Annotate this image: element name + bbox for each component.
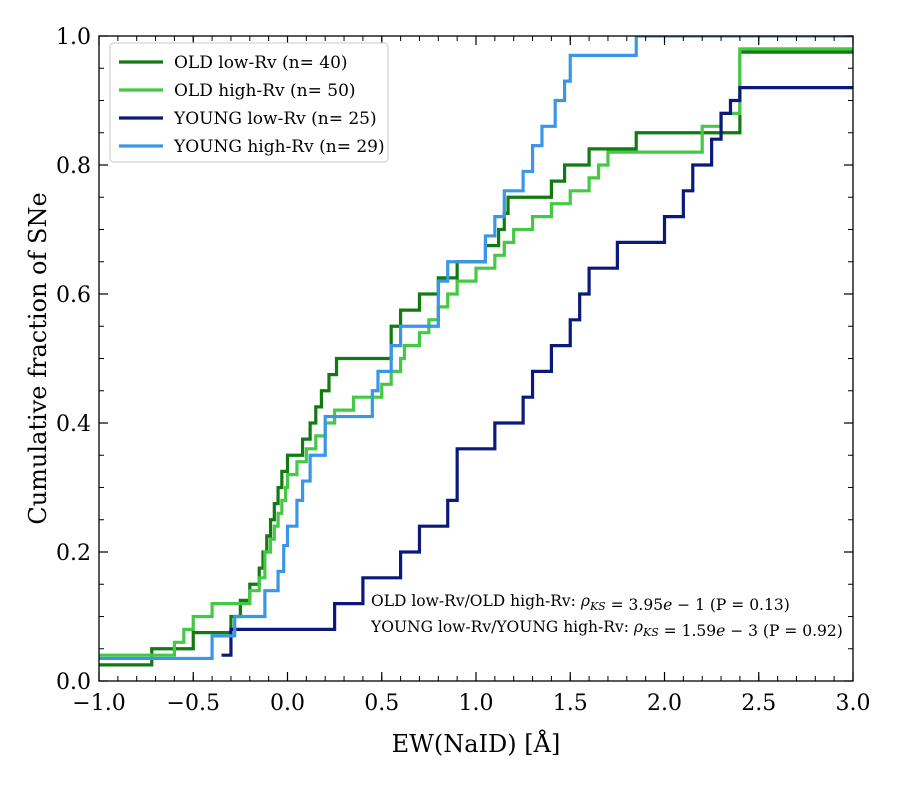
- x-axis-label: EW(NaID) [Å]: [392, 729, 561, 758]
- x-tick-label: 0.5: [364, 691, 399, 716]
- y-tick-label: 0.6: [56, 283, 91, 308]
- legend-entry-label: YOUNG low-Rv (n= 25): [173, 109, 377, 129]
- series-line-2: [221, 86, 853, 657]
- x-tick-label: −1.0: [72, 691, 125, 716]
- plot-lines: [99, 36, 853, 667]
- legend-box: [109, 42, 389, 163]
- y-tick-label: 0.4: [56, 412, 91, 437]
- y-tick-label: 0.0: [56, 670, 91, 695]
- legend-entry-label: OLD low-Rv (n= 40): [174, 53, 348, 73]
- legend-entry-label: OLD high-Rv (n= 50): [174, 81, 356, 101]
- x-tick-label: 2.5: [741, 691, 776, 716]
- y-axis-label: Cumulative fraction of SNe: [24, 192, 52, 524]
- y-tick-label: 1.0: [56, 25, 91, 50]
- ks-annotations: OLD low-Rv/OLD high-Rv: ρKS = 3.95e − 1 …: [370, 592, 843, 640]
- ks-annotation: OLD low-Rv/OLD high-Rv: ρKS = 3.95e − 1 …: [371, 592, 790, 614]
- axis-tick-labels: −1.0 −0.5 0.0 0.5 1.0 1.5 2.0 2.5 3.0 0.0 0.2 0.4 0.…: [56, 25, 871, 716]
- series-line-3: [99, 36, 853, 661]
- y-tick-label: 0.8: [56, 154, 91, 179]
- legend-entry-label: YOUNG high-Rv (n= 29): [173, 137, 385, 157]
- x-tick-label: −0.5: [167, 691, 220, 716]
- x-tick-label: 1.5: [553, 691, 588, 716]
- y-tick-label: 0.2: [56, 541, 91, 566]
- ks-annotation: YOUNG low-Rv/YOUNG high-Rv: ρKS = 1.59e …: [370, 618, 843, 640]
- legend: OLD low-Rv (n= 40) OLD high-Rv (n= 50) YOU…: [109, 42, 389, 163]
- x-tick-label: 1.0: [459, 691, 494, 716]
- x-tick-label: 0.0: [270, 691, 305, 716]
- x-tick-label: 3.0: [836, 691, 871, 716]
- x-tick-label: 2.0: [647, 691, 682, 716]
